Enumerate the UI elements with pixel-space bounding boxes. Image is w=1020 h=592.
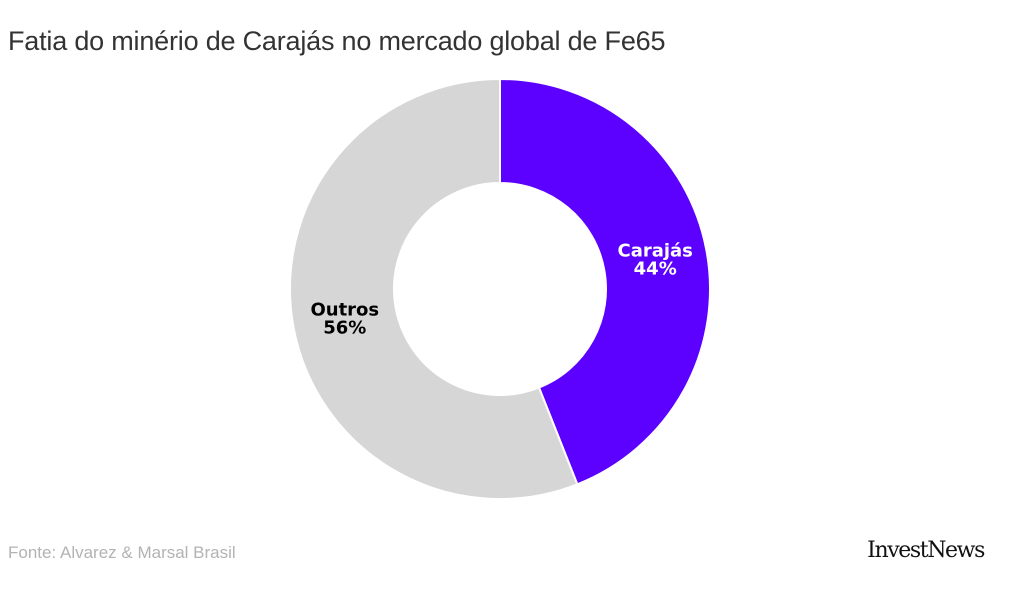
slice-label-outros: Outros — [310, 300, 379, 321]
source-note: Fonte: Alvarez & Marsal Brasil — [8, 543, 236, 562]
slice-value-outros: 56% — [323, 318, 366, 339]
slice-value-carajas: 44% — [634, 258, 677, 279]
donut-slice-carajas — [499, 77, 711, 486]
slice-label-carajas: Carajás — [617, 240, 692, 261]
investnews-logo: InvestNews — [867, 538, 985, 563]
donut-slice-outros — [289, 77, 579, 500]
chart-title: Fatia do minério de Carajás no mercado g… — [8, 26, 666, 56]
donut-slices — [289, 77, 711, 500]
